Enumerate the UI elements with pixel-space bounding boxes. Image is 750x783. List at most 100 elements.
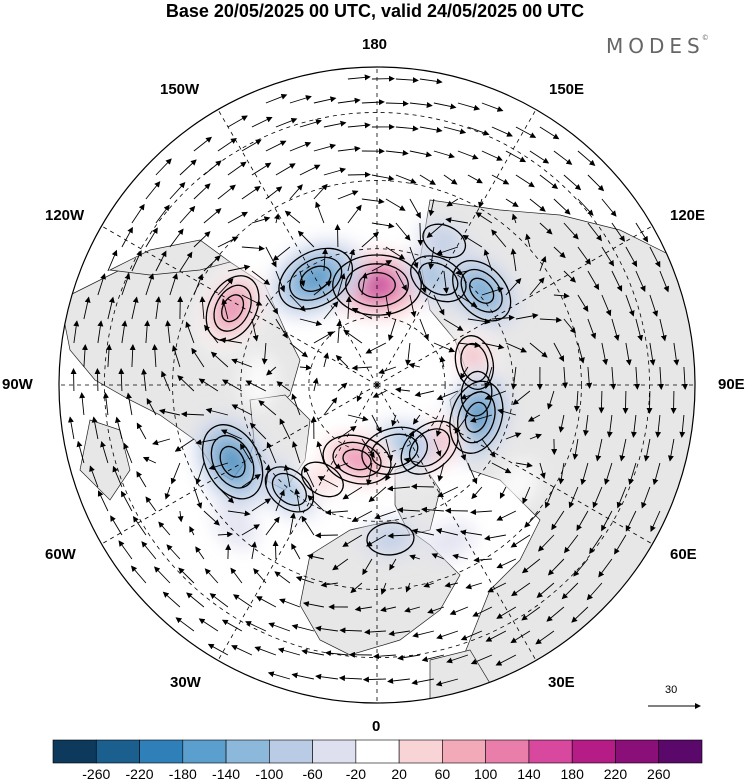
wind-arrow bbox=[179, 205, 196, 224]
wind-arrow bbox=[443, 126, 467, 135]
wind-arrow bbox=[601, 510, 613, 532]
wind-arrow bbox=[144, 320, 151, 344]
colorbar-swatch bbox=[658, 739, 703, 764]
wind-arrow bbox=[625, 294, 635, 317]
colorbar-swatch bbox=[442, 739, 486, 764]
wind-arrow bbox=[389, 558, 397, 571]
wind-arrow bbox=[589, 534, 603, 555]
brand-mark: © bbox=[701, 34, 709, 42]
wind-arrow bbox=[572, 438, 579, 460]
wind-arrow bbox=[136, 422, 147, 440]
wind-arrow bbox=[505, 150, 527, 163]
anomaly-cell bbox=[306, 199, 359, 237]
wind-arrow bbox=[323, 301, 339, 320]
wind-arrow bbox=[371, 174, 395, 182]
contour-ring bbox=[213, 284, 252, 332]
contour-ring bbox=[418, 261, 459, 296]
wind-arrow bbox=[484, 366, 493, 390]
wind-arrow bbox=[576, 510, 589, 531]
wind-arrow bbox=[198, 378, 219, 392]
anomaly-band bbox=[306, 199, 359, 237]
wind-arrow bbox=[351, 307, 373, 320]
lon-label-30w: 30W bbox=[170, 674, 201, 691]
lon-label-90e: 90E bbox=[718, 376, 745, 393]
wind-arrow bbox=[510, 366, 517, 390]
wind-arrow bbox=[577, 198, 594, 216]
wind-arrow bbox=[529, 150, 550, 164]
wind-arrow bbox=[245, 380, 267, 392]
wind-arrow bbox=[539, 222, 553, 235]
wind-arrow bbox=[491, 462, 512, 474]
contour-ring bbox=[332, 254, 422, 316]
wind-arrow bbox=[460, 366, 469, 380]
wind-arrow bbox=[679, 414, 686, 438]
colorbar-swatch bbox=[139, 739, 184, 764]
wind-arrow bbox=[121, 226, 133, 248]
wind-arrow bbox=[203, 255, 221, 272]
wind-arrow bbox=[412, 414, 421, 425]
wind-arrow bbox=[387, 677, 410, 684]
wind-arrow bbox=[411, 678, 435, 686]
wind-arrow bbox=[306, 553, 325, 560]
wind-arrow bbox=[219, 337, 242, 344]
reference-vector-label: 30 bbox=[665, 684, 678, 696]
wind-arrow bbox=[573, 390, 580, 412]
wind-arrow bbox=[185, 321, 195, 344]
wind-arrow bbox=[110, 515, 123, 536]
anomaly-band bbox=[371, 525, 410, 553]
wind-arrow bbox=[378, 366, 397, 375]
wind-arrow bbox=[151, 344, 158, 368]
contour-ring bbox=[464, 401, 488, 433]
contour-ring bbox=[322, 434, 392, 485]
wind-arrow bbox=[274, 571, 291, 584]
meridian-line bbox=[217, 109, 378, 386]
wind-arrow bbox=[291, 393, 301, 416]
wind-arrow bbox=[433, 342, 456, 353]
wind-arrow bbox=[521, 558, 541, 574]
wind-arrow bbox=[673, 342, 680, 366]
wind-arrow bbox=[265, 186, 283, 200]
wind-arrow bbox=[469, 414, 493, 423]
wind-arrow bbox=[299, 318, 323, 327]
wind-arrow bbox=[114, 416, 123, 440]
wind-arrow bbox=[497, 408, 517, 416]
wind-arrow bbox=[454, 414, 469, 434]
wind-arrow bbox=[511, 582, 531, 597]
wind-arrow bbox=[162, 591, 181, 608]
colorbar-swatch bbox=[95, 739, 140, 764]
wind-arrow bbox=[146, 398, 157, 416]
wind-arrow bbox=[465, 582, 483, 590]
contour-ring bbox=[452, 260, 512, 322]
wind-arrow bbox=[164, 486, 171, 500]
wind-arrow bbox=[515, 461, 533, 468]
contour-ring bbox=[205, 275, 260, 342]
wind-arrow bbox=[161, 370, 171, 392]
wind-arrow bbox=[625, 510, 637, 532]
wind-arrow bbox=[568, 486, 579, 509]
wind-arrow bbox=[195, 462, 205, 485]
wind-arrow bbox=[362, 676, 386, 683]
wind-arrow bbox=[611, 318, 620, 342]
wind-arrow bbox=[230, 567, 243, 584]
wind-arrow bbox=[397, 654, 420, 661]
wind-arrow bbox=[404, 606, 421, 613]
wind-arrow bbox=[650, 510, 661, 533]
wind-arrow bbox=[515, 174, 535, 188]
wind-arrow bbox=[580, 462, 589, 486]
wind-arrow bbox=[460, 390, 483, 400]
wind-arrow bbox=[121, 320, 128, 344]
meridian-line bbox=[217, 384, 378, 661]
wind-arrow bbox=[437, 462, 445, 482]
wind-arrow bbox=[227, 115, 248, 128]
wind-arrow bbox=[121, 490, 133, 512]
wind-arrow bbox=[635, 270, 646, 293]
colorbar-tick-label: -220 bbox=[125, 766, 154, 782]
wind-arrow bbox=[186, 592, 205, 608]
wind-arrow bbox=[536, 582, 555, 599]
wind-arrow bbox=[409, 246, 419, 269]
wind-arrow bbox=[419, 78, 443, 85]
wind-arrow bbox=[610, 366, 617, 390]
wind-arrow bbox=[217, 486, 234, 504]
wind-arrow bbox=[361, 231, 380, 248]
anomaly-band bbox=[426, 227, 462, 255]
